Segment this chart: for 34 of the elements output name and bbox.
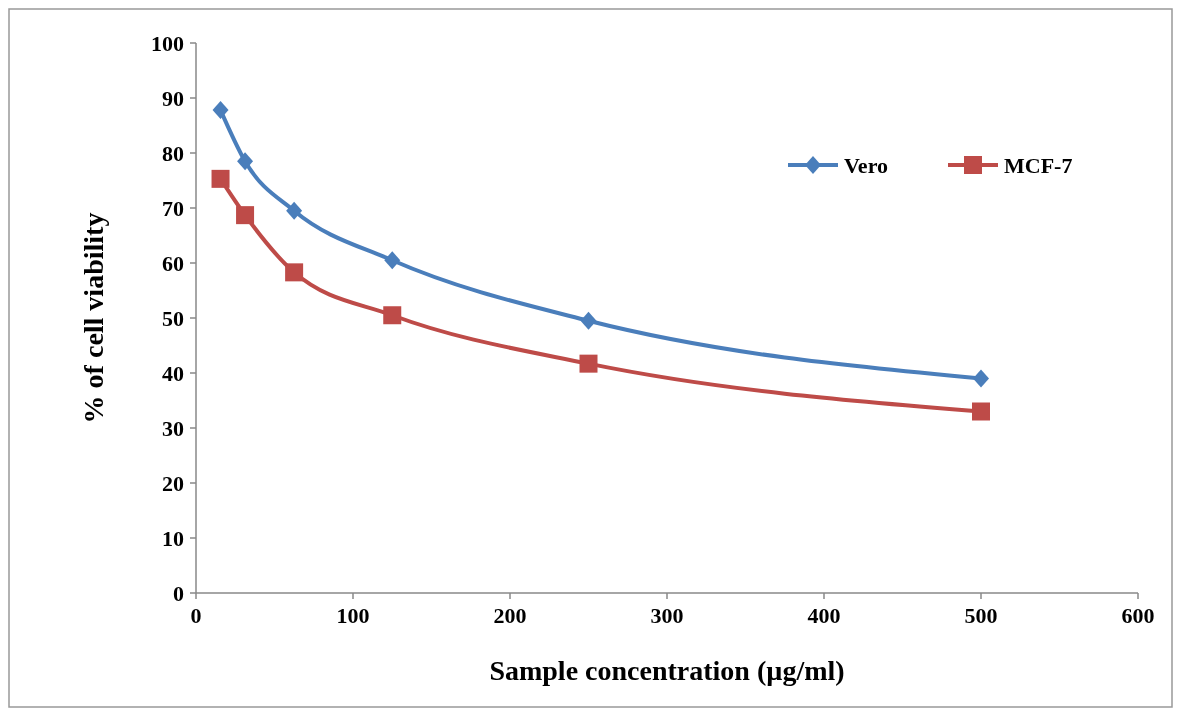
y-tick-label: 0 [173, 580, 184, 606]
y-tick-label: 10 [162, 525, 184, 551]
point [237, 152, 254, 171]
y-tick-label: 90 [162, 85, 184, 111]
point [973, 369, 989, 388]
y-tick-label: 20 [162, 470, 184, 496]
y-tick-label: 60 [162, 250, 184, 276]
y-tick-label: 80 [162, 140, 184, 166]
x-tick-label: 400 [807, 603, 841, 628]
point [579, 354, 598, 373]
point [972, 402, 990, 421]
x-tick-label: 300 [650, 603, 684, 628]
y-axis-title: % of cell viability [78, 212, 109, 424]
point [383, 306, 402, 325]
y-tick-label: 40 [162, 360, 184, 386]
y-tick-label: 30 [162, 415, 184, 441]
x-tick-label: 0 [190, 603, 202, 628]
y-tick-label: 100 [151, 30, 184, 56]
x-tick-label: 500 [964, 603, 998, 628]
point [211, 169, 230, 188]
x-axis-title: Sample concentration (µg/ml) [489, 655, 845, 686]
point [384, 251, 401, 270]
point [580, 311, 597, 330]
y-tick-label: 70 [162, 195, 184, 221]
legend-label: Vero [844, 152, 888, 178]
y-tick-label: 50 [162, 305, 184, 331]
point [285, 263, 304, 282]
x-tick-label: 100 [336, 603, 370, 628]
point [212, 101, 229, 120]
legend-label: MCF-7 [1004, 152, 1073, 178]
point [286, 201, 303, 220]
x-tick-label: 600 [1121, 603, 1155, 628]
point [236, 206, 255, 225]
x-tick-label: 200 [493, 603, 527, 628]
